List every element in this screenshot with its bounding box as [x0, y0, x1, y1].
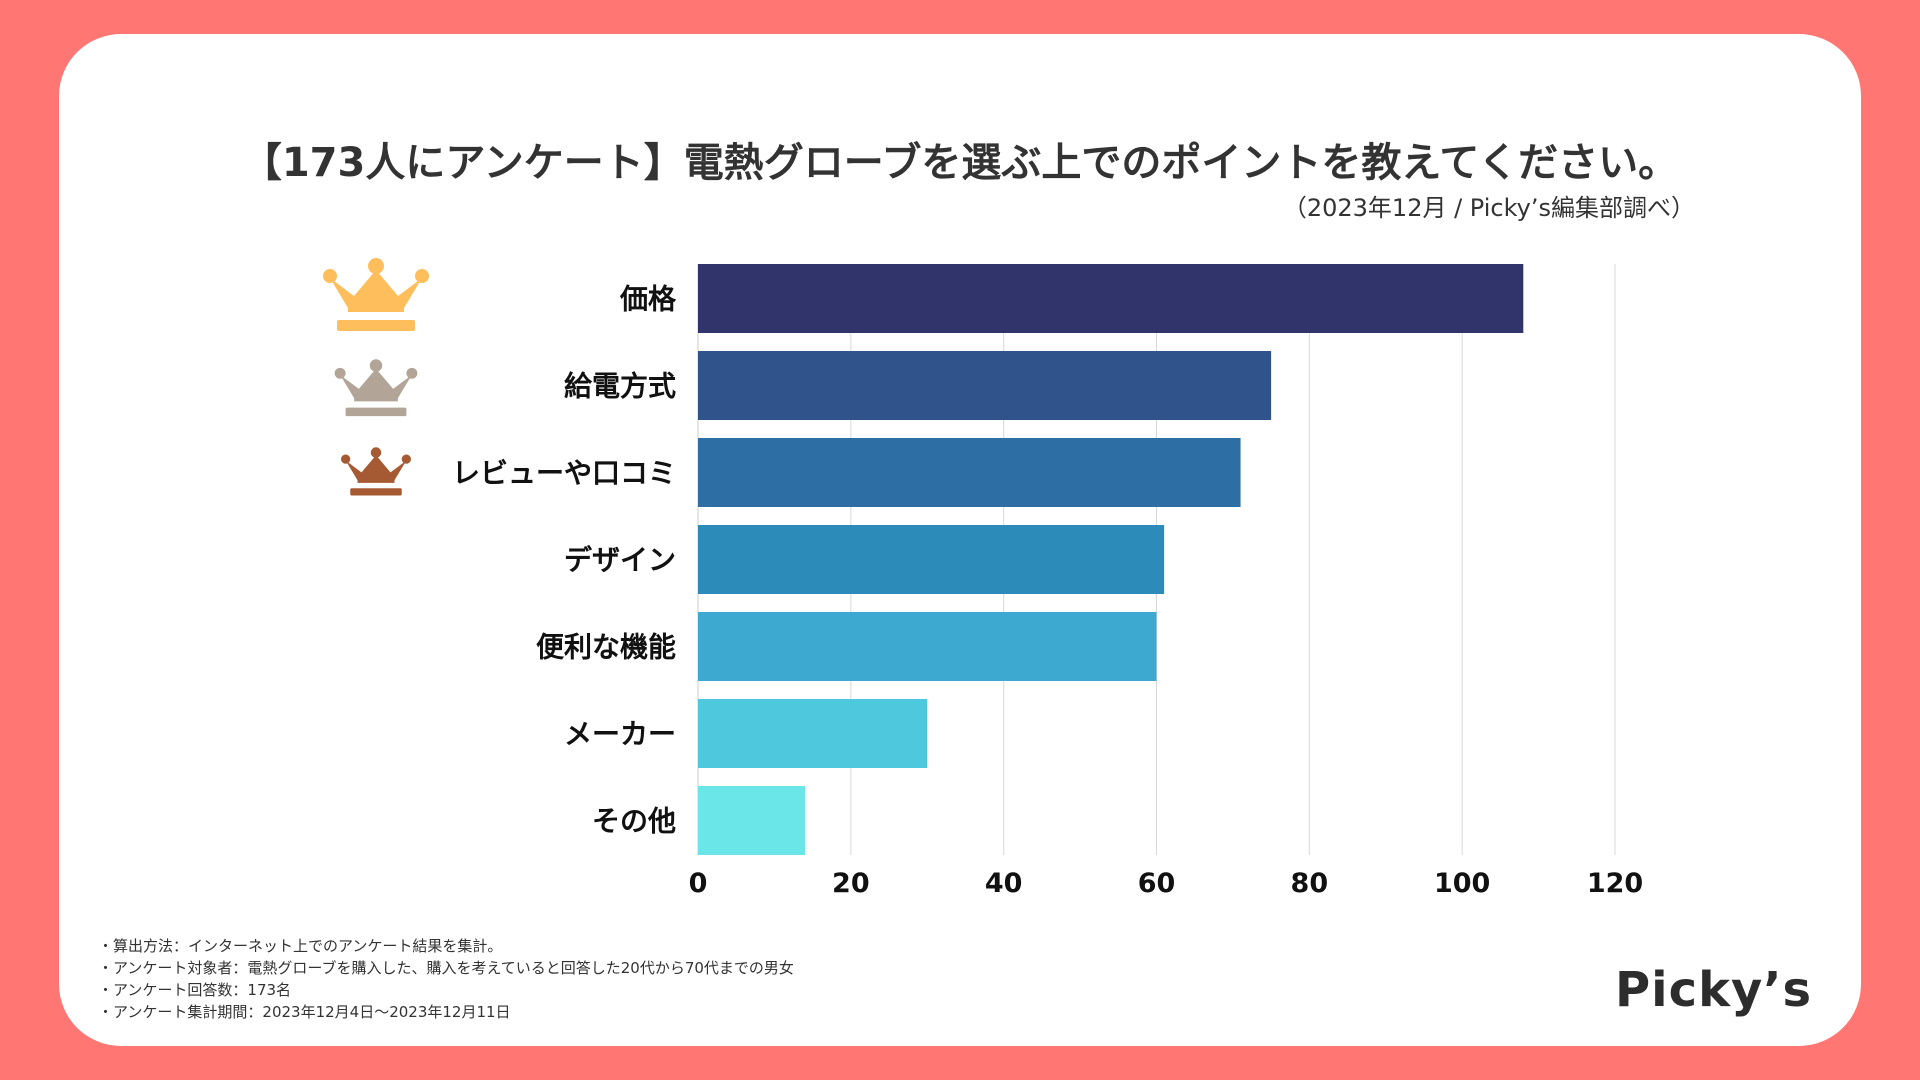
bar	[698, 525, 1165, 594]
bar	[698, 264, 1524, 333]
category-label: 便利な機能	[536, 631, 676, 664]
silver-crown-icon	[334, 359, 418, 417]
chart-subtitle: （2023年12月 / Picky’s編集部調べ）	[1282, 194, 1695, 222]
x-tick-label: 0	[689, 868, 708, 899]
bars	[698, 264, 1524, 855]
bar	[698, 438, 1241, 507]
chart-title: 【173人にアンケート】電熱グローブを選ぶ上でのポイントを教えてください。	[241, 140, 1679, 186]
category-label: レビューや口コミ	[452, 457, 676, 490]
x-tick-label: 40	[985, 868, 1023, 899]
category-label: メーカー	[564, 718, 676, 751]
x-tick-label: 100	[1434, 868, 1490, 899]
x-axis-ticks: 0 20 40 60 80 100 120	[689, 868, 1644, 899]
survey-notes: ・算出方法：インターネット上でのアンケート結果を集計。 ・アンケート対象者：電熱…	[98, 935, 794, 1023]
bar	[698, 612, 1157, 681]
note-line: ・アンケート対象者：電熱グローブを購入した、購入を考えていると回答した20代から…	[98, 959, 794, 977]
category-label: 給電方式	[564, 370, 676, 403]
bronze-crown-icon	[341, 447, 411, 496]
category-label: 価格	[619, 283, 677, 316]
gold-crown-icon	[323, 258, 429, 331]
x-tick-label: 20	[832, 868, 870, 899]
note-line: ・アンケート回答数：173名	[98, 981, 292, 999]
picky-s-logo: Picky’s	[1615, 962, 1813, 1018]
x-tick-label: 60	[1138, 868, 1176, 899]
rank-icons	[323, 258, 429, 496]
category-label: デザイン	[564, 544, 676, 577]
bar	[698, 786, 805, 855]
x-tick-label: 120	[1587, 868, 1643, 899]
x-tick-label: 80	[1291, 868, 1329, 899]
bar	[698, 351, 1272, 420]
category-label: その他	[592, 805, 676, 838]
note-line: ・算出方法：インターネット上でのアンケート結果を集計。	[98, 937, 503, 955]
bar	[698, 699, 928, 768]
note-line: ・アンケート集計期間：2023年12月4日〜2023年12月11日	[98, 1003, 511, 1021]
